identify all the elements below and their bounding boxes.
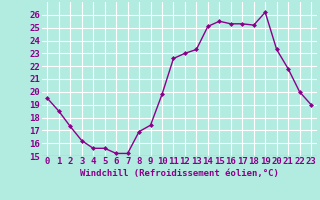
X-axis label: Windchill (Refroidissement éolien,°C): Windchill (Refroidissement éolien,°C) [80, 169, 279, 178]
